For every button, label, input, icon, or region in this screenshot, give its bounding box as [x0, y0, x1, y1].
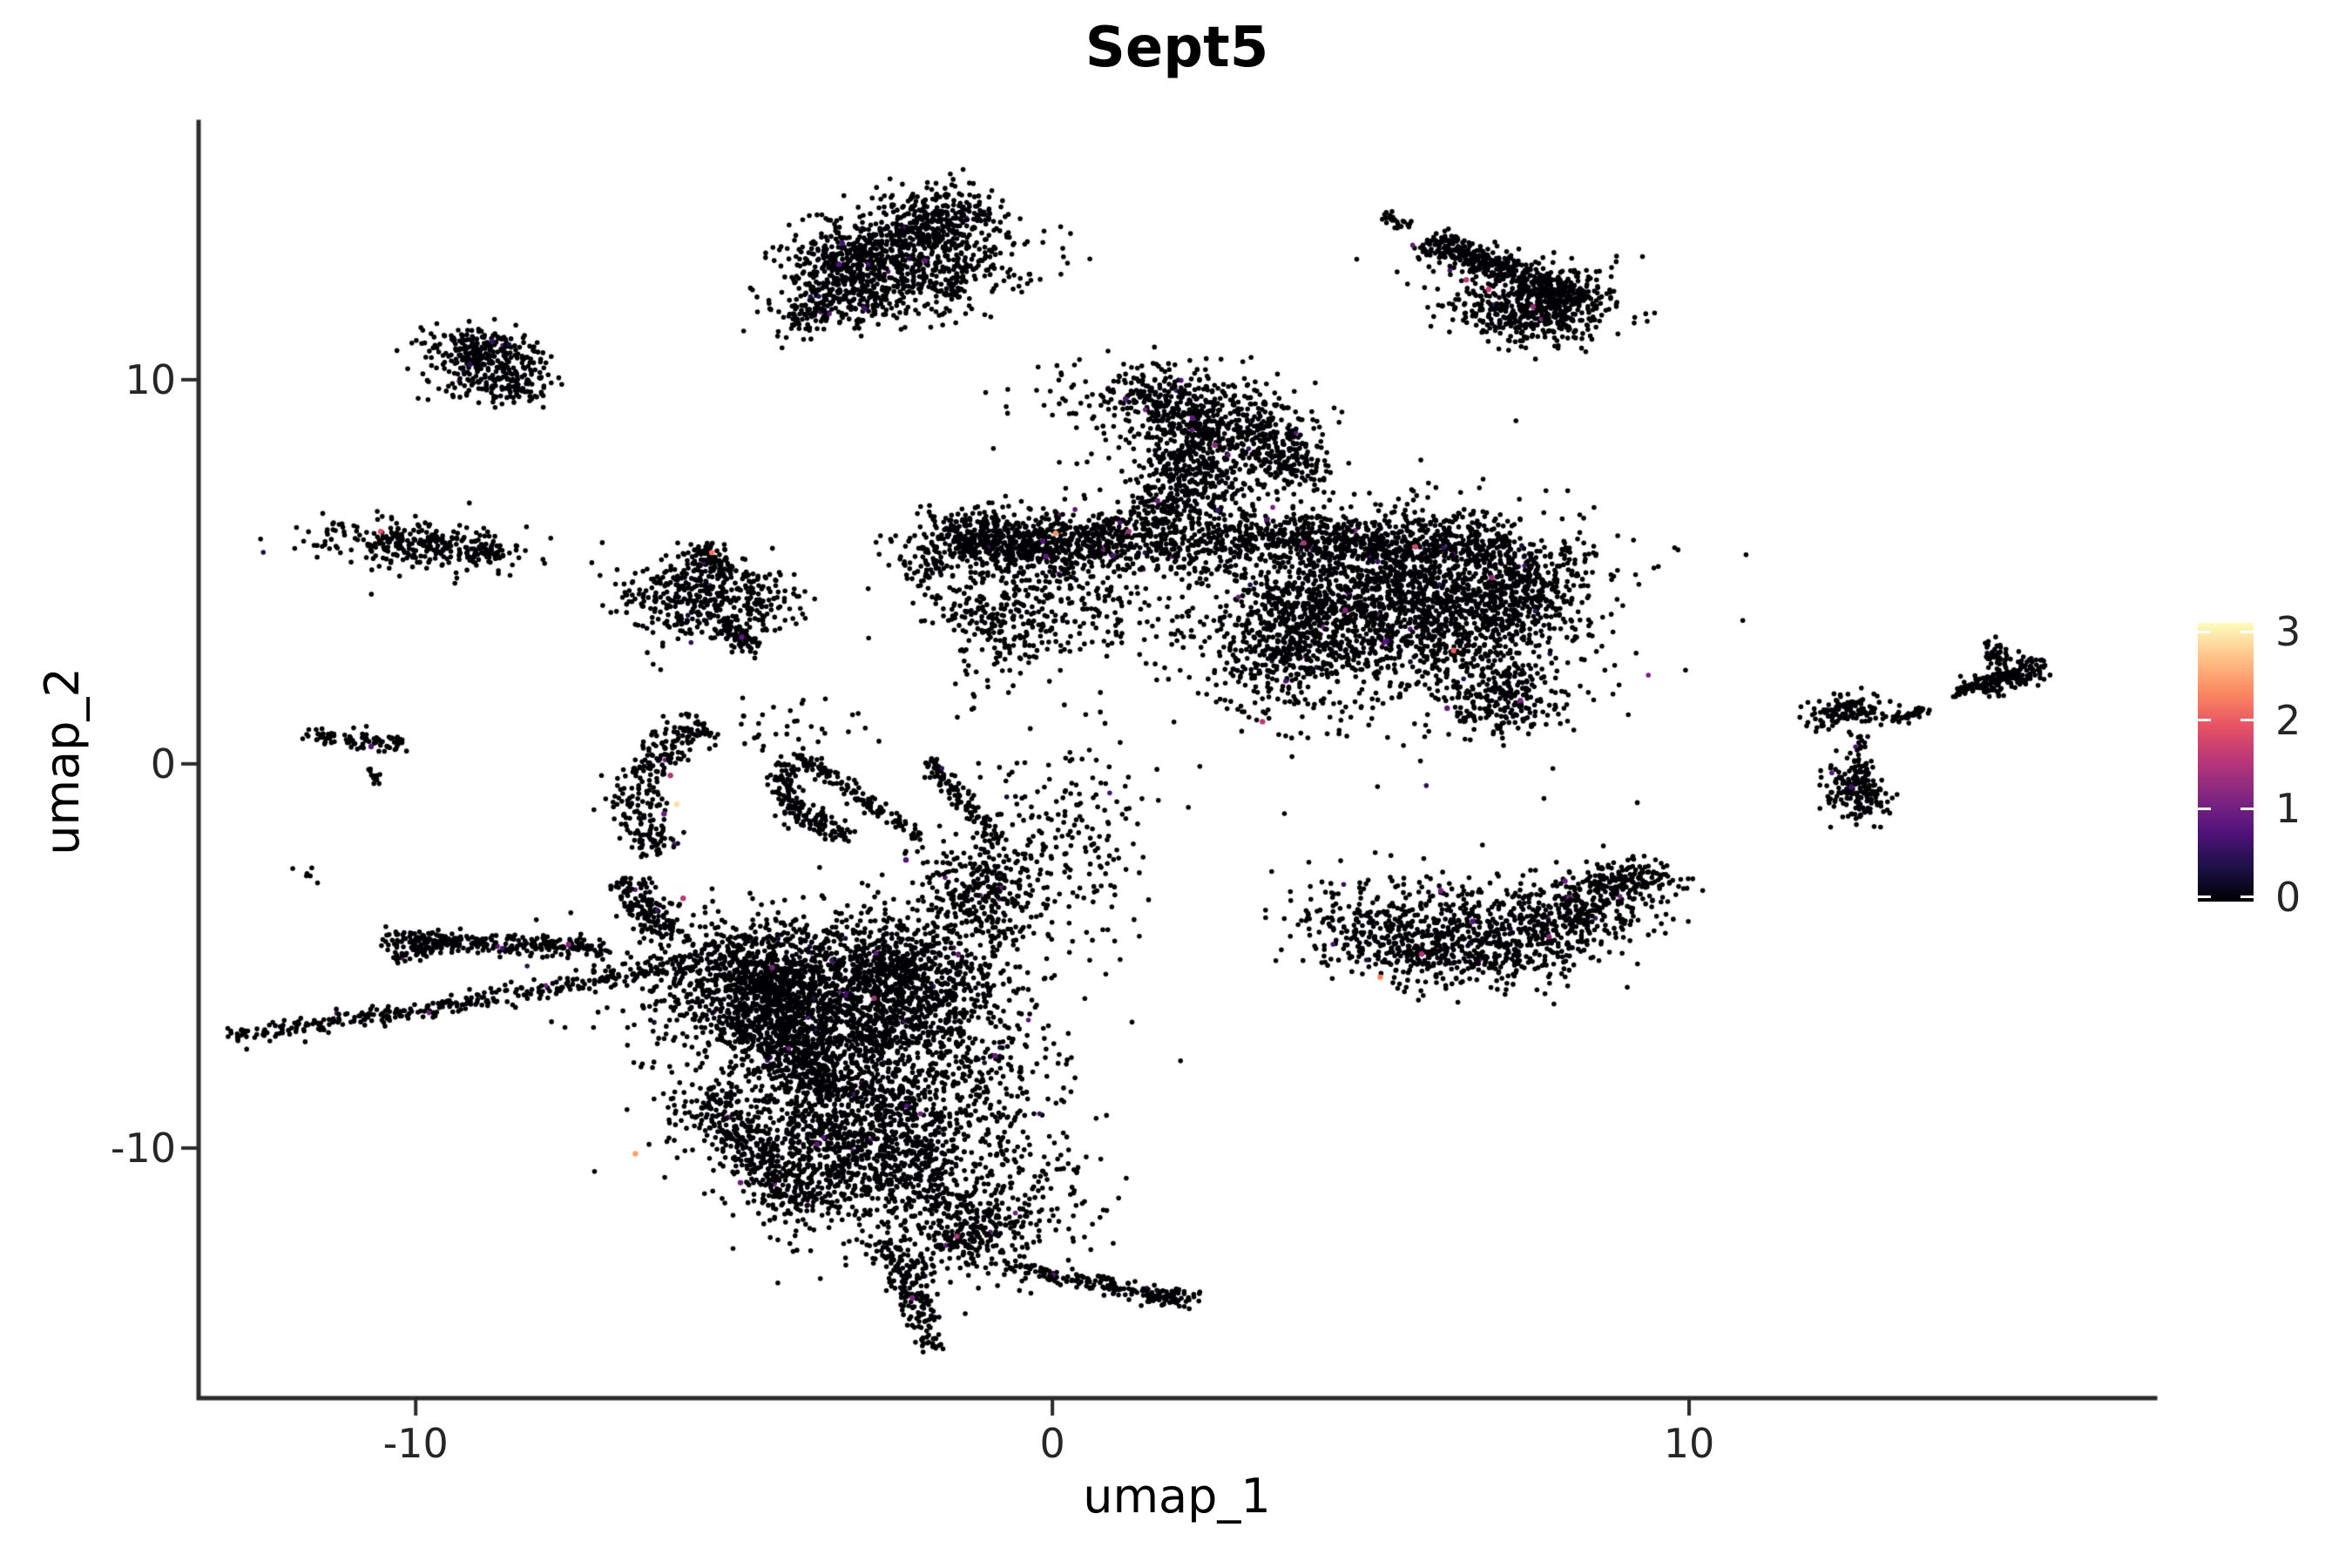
colorbar-tick-label: 1 — [2275, 785, 2301, 833]
colorbar-tickmark — [2240, 630, 2254, 633]
y-tick-label: -10 — [110, 1124, 176, 1172]
y-tick-label: 0 — [150, 740, 176, 787]
colorbar-tickmark — [2240, 719, 2254, 722]
colorbar-tick-label: 3 — [2275, 608, 2301, 656]
x-tick-label: 0 — [1039, 1420, 1065, 1467]
colorbar-tickmark — [2240, 896, 2254, 899]
x-tick-label: 10 — [1663, 1420, 1715, 1467]
x-axis-title: umap_1 — [1083, 1469, 1271, 1524]
colorbar-gradient — [2198, 623, 2254, 902]
colorbar-tickmark — [2198, 896, 2211, 899]
colorbar-tickmark — [2240, 807, 2254, 810]
colorbar-tickmark — [2198, 630, 2211, 633]
colorbar-tick-label: 0 — [2275, 873, 2301, 921]
colorbar-tickmark — [2198, 807, 2211, 810]
plot-title: Sept5 — [1085, 16, 1269, 80]
colorbar-tick-label: 2 — [2275, 696, 2301, 744]
colorbar-tickmark — [2198, 719, 2211, 722]
x-tick-label: -10 — [382, 1420, 449, 1467]
y-tick-label: 10 — [125, 355, 176, 403]
colorbar-legend — [2198, 623, 2254, 902]
